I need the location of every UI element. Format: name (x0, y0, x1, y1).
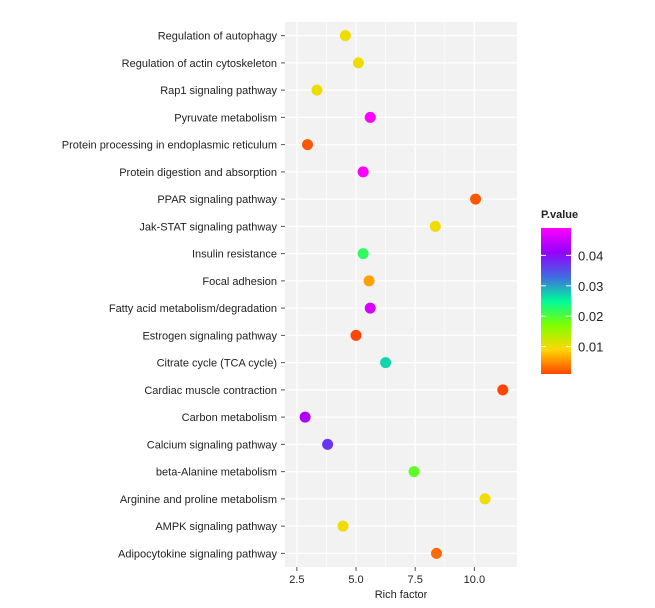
y-tick-label: PPAR signaling pathway (157, 194, 277, 206)
y-tick-label: Pyruvate metabolism (174, 112, 277, 124)
legend: P.value 0.04 0.03 0.02 0.01 (541, 209, 603, 374)
y-tick-labels: Regulation of autophagy Regulation of act… (62, 31, 285, 560)
y-tick-label: Estrogen signaling pathway (142, 330, 277, 342)
legend-ticks: 0.04 0.03 0.02 0.01 (541, 248, 603, 355)
data-points (299, 30, 509, 559)
data-point (364, 302, 376, 314)
data-point (311, 84, 323, 96)
data-point (301, 139, 313, 151)
data-point (363, 275, 375, 287)
data-point (364, 111, 376, 123)
data-point (322, 438, 334, 450)
data-point (429, 220, 441, 232)
data-point (352, 57, 364, 69)
y-tick-label: Adipocytokine signaling pathway (118, 548, 277, 560)
y-tick-label: Arginine and proline metabolism (120, 494, 277, 506)
y-tick-label: Protein processing in endoplasmic reticu… (62, 140, 277, 152)
y-tick-label: Fatty acid metabolism/degradation (109, 303, 277, 315)
x-tick-label: 5.0 (348, 574, 363, 586)
data-point (357, 166, 369, 178)
data-point (357, 248, 369, 260)
y-tick-label: beta-Alanine metabolism (156, 467, 277, 479)
y-tick-label: Protein digestion and absorption (119, 167, 277, 179)
x-tick-label: 2.5 (289, 574, 304, 586)
legend-title: P.value (541, 209, 578, 221)
data-point (380, 357, 392, 369)
y-tick-label: Rap1 signaling pathway (160, 85, 277, 97)
data-point (497, 384, 509, 396)
y-tick-label: Focal adhesion (202, 276, 277, 288)
data-point (339, 30, 351, 42)
data-point (479, 493, 491, 505)
legend-tick-label: 0.02 (578, 309, 603, 324)
y-tick-label: Citrate cycle (TCA cycle) (157, 358, 277, 370)
y-tick-label: Regulation of actin cytoskeleton (122, 58, 277, 70)
data-point (337, 520, 349, 532)
x-tick-labels: 2.5 5.0 7.5 10.0 (289, 567, 485, 586)
y-tick-label: AMPK signaling pathway (155, 521, 277, 533)
legend-colorbar (541, 228, 571, 374)
data-point (431, 547, 443, 559)
data-point (470, 193, 482, 205)
data-point (408, 466, 420, 478)
x-tick-label: 7.5 (408, 574, 423, 586)
y-tick-label: Regulation of autophagy (158, 31, 278, 43)
y-tick-label: Insulin resistance (192, 249, 277, 261)
x-axis-title: Rich factor (375, 589, 428, 601)
y-tick-label: Jak-STAT signaling pathway (139, 221, 277, 233)
y-tick-label: Carbon metabolism (182, 412, 277, 424)
plot-panel (285, 22, 517, 567)
data-point (350, 329, 362, 341)
legend-tick-label: 0.03 (578, 279, 603, 294)
y-tick-label: Cardiac muscle contraction (144, 385, 277, 397)
data-point (299, 411, 311, 423)
x-tick-label: 10.0 (464, 574, 485, 586)
legend-tick-label: 0.04 (578, 248, 603, 263)
y-tick-label: Calcium signaling pathway (147, 439, 278, 451)
legend-tick-label: 0.01 (578, 340, 603, 355)
